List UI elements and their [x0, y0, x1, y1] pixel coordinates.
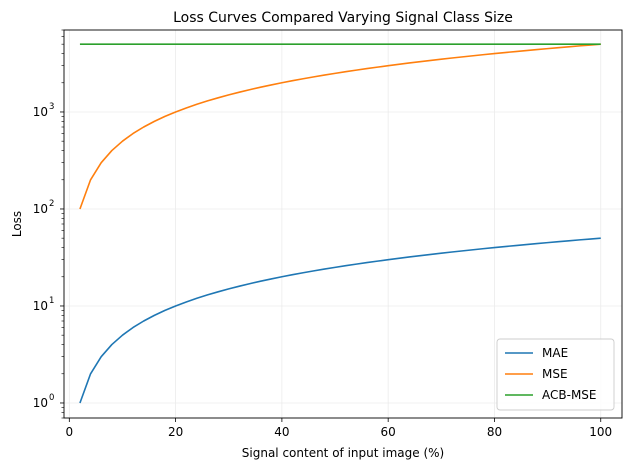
x-axis-label: Signal content of input image (%): [242, 446, 444, 460]
y-tick-exponent: 0: [49, 393, 54, 403]
series-layer: [79, 43, 601, 404]
x-tick-label: 0: [65, 425, 73, 439]
y-tick-exponent: 2: [49, 199, 54, 209]
y-tick-label: 10: [33, 202, 48, 216]
x-tick-label: 100: [589, 425, 612, 439]
x-tick-label: 40: [274, 425, 289, 439]
y-axis-label: Loss: [10, 211, 24, 237]
legend-label: MAE: [542, 346, 568, 360]
series-line-mae: [79, 237, 601, 404]
x-axis: 0 20 40 60 80 100: [65, 418, 612, 439]
y-tick-label: 10: [33, 105, 48, 119]
y-tick-exponent: 3: [49, 102, 54, 112]
legend-label: ACB-MSE: [542, 388, 597, 402]
x-tick-label: 60: [381, 425, 396, 439]
series-line-mse: [79, 43, 601, 210]
x-tick-label: 80: [487, 425, 502, 439]
y-tick-label: 10: [33, 299, 48, 313]
legend-box: [496, 338, 615, 411]
x-tick-label: 20: [168, 425, 183, 439]
legend-label: MSE: [542, 367, 568, 381]
y-tick-exponent: 1: [49, 296, 54, 306]
chart-title: Loss Curves Compared Varying Signal Clas…: [173, 10, 513, 26]
legend: MAE MSE ACB-MSE: [496, 338, 615, 411]
y-tick-label: 10: [33, 396, 48, 410]
